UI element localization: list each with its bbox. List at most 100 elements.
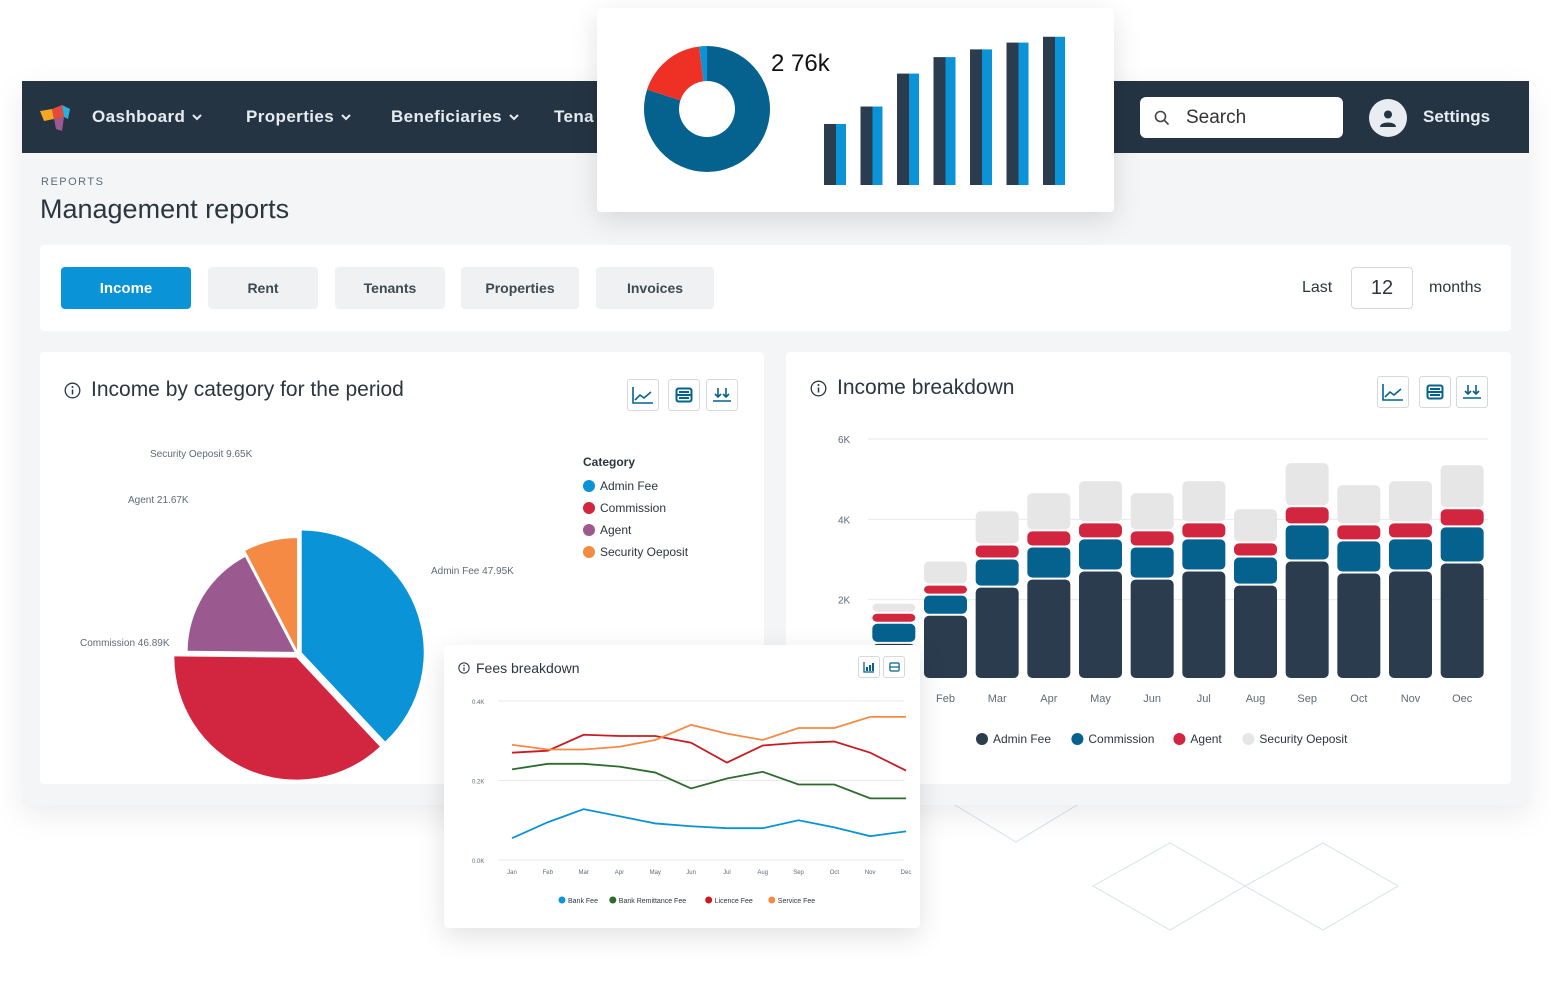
legend-label[interactable]: Bank Remittance Fee bbox=[619, 898, 686, 905]
bar-segment-commission[interactable] bbox=[1027, 547, 1071, 578]
bar-segment-commission[interactable] bbox=[975, 559, 1019, 586]
bar-segment-security-oeposit[interactable] bbox=[1027, 493, 1071, 530]
pie-slice-security-oeposit[interactable] bbox=[245, 538, 298, 651]
line-series-service-fee[interactable] bbox=[511, 715, 906, 751]
bar-segment-security-oeposit[interactable] bbox=[1130, 493, 1174, 530]
bar-segment-security-oeposit[interactable] bbox=[1234, 509, 1277, 542]
bar-segment-security-oeposit[interactable] bbox=[872, 603, 916, 612]
nav-dashboard[interactable]: Oashboard bbox=[92, 107, 203, 127]
bar-segment-agent[interactable] bbox=[1182, 523, 1226, 538]
bar-segment-commission[interactable] bbox=[1182, 539, 1226, 570]
promo-bar-blue bbox=[1055, 36, 1065, 185]
bar-segment-security-oeposit[interactable] bbox=[1389, 481, 1432, 522]
legend-label[interactable]: Licence Fee bbox=[715, 898, 753, 905]
legend-item[interactable]: Agent bbox=[583, 519, 688, 541]
bar-segment-agent[interactable] bbox=[1130, 531, 1174, 546]
bar-segment-commission[interactable] bbox=[1234, 557, 1277, 584]
bar-segment-admin-fee[interactable] bbox=[1285, 561, 1329, 678]
bar-segment-security-oeposit[interactable] bbox=[1182, 481, 1226, 522]
chevron-down-icon bbox=[192, 114, 203, 121]
bar-segment-commission[interactable] bbox=[1389, 539, 1432, 570]
bar-segment-admin-fee[interactable] bbox=[1027, 579, 1071, 678]
bar-segment-security-oeposit[interactable] bbox=[975, 511, 1019, 544]
nav-tenants[interactable]: Tena bbox=[554, 107, 594, 127]
legend-label[interactable]: Security Oeposit bbox=[1259, 732, 1348, 746]
bar-segment-commission[interactable] bbox=[1079, 539, 1122, 570]
download-button[interactable] bbox=[1456, 376, 1488, 408]
table-view-button[interactable] bbox=[883, 656, 905, 678]
line-chart-view-button[interactable] bbox=[1377, 376, 1409, 408]
bar-segment-agent[interactable] bbox=[924, 585, 967, 594]
bar-chart-view-button[interactable] bbox=[858, 656, 880, 678]
user-icon bbox=[1380, 110, 1396, 127]
legend-label[interactable]: Admin Fee bbox=[993, 732, 1051, 746]
tab-properties[interactable]: Properties bbox=[461, 267, 579, 309]
bar-segment-admin-fee[interactable] bbox=[1440, 563, 1484, 678]
bar-segment-commission[interactable] bbox=[1285, 525, 1329, 560]
line-series-licence-fee[interactable] bbox=[511, 733, 907, 772]
pie-slice-agent[interactable] bbox=[187, 557, 295, 652]
bar-segment-security-oeposit[interactable] bbox=[1285, 463, 1329, 506]
bar-segment-security-oeposit[interactable] bbox=[924, 561, 967, 584]
line-series-bank-fee[interactable] bbox=[511, 808, 907, 839]
legend-label: Security Oeposit bbox=[600, 545, 689, 559]
legend-item[interactable]: Admin Fee bbox=[583, 475, 688, 497]
bar-segment-agent[interactable] bbox=[1027, 531, 1071, 546]
bar-segment-agent[interactable] bbox=[1079, 523, 1122, 538]
fees-breakdown-line-chart: 0.0K 0.2K 0.4K Jan Feb Mar Apr May Jun Jul Aug Sep O… bbox=[472, 700, 911, 905]
legend-item[interactable]: Commission bbox=[583, 497, 688, 519]
legend-label[interactable]: Agent bbox=[1190, 732, 1222, 746]
bar-segment-agent[interactable] bbox=[1234, 543, 1277, 556]
bar-segment-admin-fee[interactable] bbox=[1337, 573, 1381, 678]
bar-segment-agent[interactable] bbox=[975, 545, 1019, 558]
settings-menu[interactable]: Settings bbox=[1423, 107, 1496, 127]
tab-tenants[interactable]: Tenants bbox=[335, 267, 445, 309]
line-series-bank-remittance-fee[interactable] bbox=[511, 762, 906, 800]
bar-segment-agent[interactable] bbox=[1389, 523, 1432, 538]
bar-segment-admin-fee[interactable] bbox=[975, 587, 1019, 678]
tab-rent[interactable]: Rent bbox=[208, 267, 318, 309]
legend-label[interactable]: Commission bbox=[1088, 732, 1154, 746]
bar-segment-admin-fee[interactable] bbox=[1130, 579, 1174, 678]
pie-slice-admin-fee[interactable] bbox=[301, 530, 424, 742]
tab-income[interactable]: Income bbox=[61, 267, 191, 309]
table-view-button[interactable] bbox=[1419, 376, 1451, 408]
donut-slice bbox=[699, 46, 707, 82]
legend-label[interactable]: Service Fee bbox=[778, 898, 815, 905]
bar-segment-commission[interactable] bbox=[1130, 547, 1174, 578]
nav-beneficiaries[interactable]: Beneficiaries bbox=[391, 107, 520, 127]
bar-segment-agent[interactable] bbox=[1440, 509, 1484, 526]
user-avatar[interactable] bbox=[1369, 99, 1407, 137]
bar-segment-security-oeposit[interactable] bbox=[1337, 485, 1381, 524]
bar-segment-agent[interactable] bbox=[1337, 525, 1381, 540]
bar-segment-admin-fee[interactable] bbox=[924, 615, 967, 678]
download-icon bbox=[713, 388, 731, 402]
legend-swatch bbox=[768, 896, 776, 904]
bar-segment-agent[interactable] bbox=[1285, 507, 1329, 524]
pie-slice-commission[interactable] bbox=[174, 656, 380, 780]
search-box[interactable] bbox=[1140, 97, 1343, 138]
bar-segment-admin-fee[interactable] bbox=[1234, 585, 1277, 678]
bar-segment-security-oeposit[interactable] bbox=[1440, 465, 1484, 508]
bar-segment-admin-fee[interactable] bbox=[1389, 571, 1432, 678]
bar-segment-security-oeposit[interactable] bbox=[1079, 481, 1122, 522]
legend-item[interactable]: Security Oeposit bbox=[583, 541, 688, 563]
line-chart-icon bbox=[1382, 384, 1403, 401]
bar-segment-commission[interactable] bbox=[1440, 527, 1484, 562]
line-chart-view-button[interactable] bbox=[627, 379, 659, 411]
bar-segment-admin-fee[interactable] bbox=[1079, 571, 1122, 678]
bar-segment-commission[interactable] bbox=[924, 595, 967, 614]
months-input[interactable] bbox=[1351, 267, 1413, 309]
legend-swatch bbox=[583, 502, 595, 514]
bar-segment-commission[interactable] bbox=[872, 623, 916, 642]
bar-segment-admin-fee[interactable] bbox=[1182, 571, 1226, 678]
bar-segment-commission[interactable] bbox=[1337, 541, 1381, 572]
bar-segment-agent[interactable] bbox=[872, 613, 916, 622]
table-view-button[interactable] bbox=[668, 379, 700, 411]
nav-properties[interactable]: Properties bbox=[246, 107, 352, 127]
tab-invoices[interactable]: Invoices bbox=[596, 267, 714, 309]
legend-label[interactable]: Bank Fee bbox=[568, 898, 598, 905]
download-button[interactable] bbox=[706, 379, 738, 411]
search-input[interactable] bbox=[1186, 106, 1326, 129]
